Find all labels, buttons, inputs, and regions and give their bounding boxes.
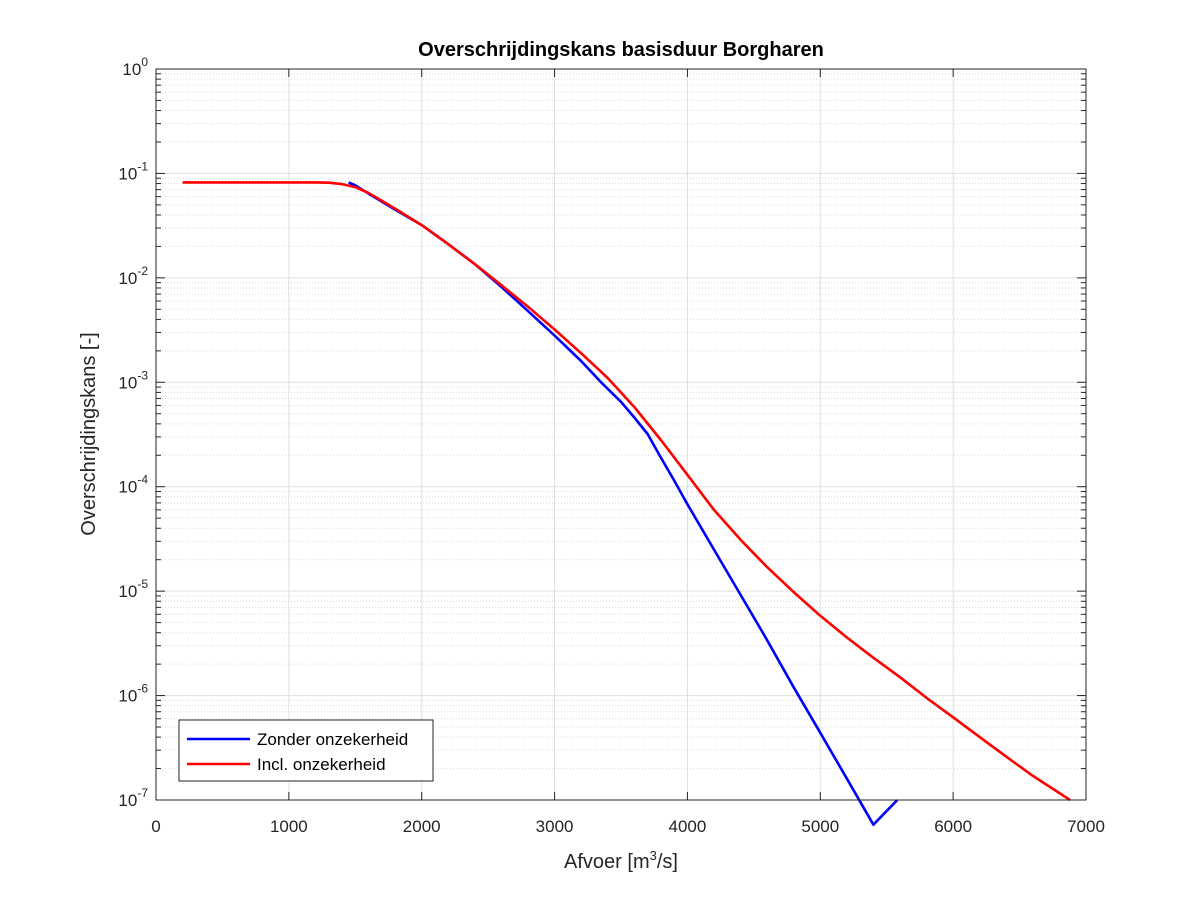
x-tick-labels: 0 1000 2000 3000 4000 5000 6000 7000	[151, 817, 1105, 836]
series-layer	[182, 181, 1071, 827]
y-tick-label-base: 10	[118, 373, 137, 392]
chart-title: Overschrijdingskans basisduur Borgharen	[418, 39, 824, 61]
legend: Zonder onzekerheid Incl. onzekerheid	[178, 719, 434, 782]
y-tick-label-base: 10	[118, 582, 137, 601]
x-tick-label: 4000	[669, 817, 707, 836]
y-tick-label-exp: -7	[137, 786, 148, 800]
y-axis-label: Overschrijdingskans [-]	[78, 332, 100, 535]
y-tick-label: 10-6	[118, 682, 148, 706]
x-tick-label: 5000	[801, 817, 839, 836]
y-tick-label: 10-5	[118, 577, 148, 601]
y-tick-label: 10-3	[118, 368, 148, 392]
x-tick-label: 2000	[403, 817, 441, 836]
plot-area	[156, 69, 1086, 800]
legend-box	[178, 719, 434, 782]
x-axis-label-sup: 3	[650, 848, 657, 863]
y-tick-label-exp: -5	[137, 577, 148, 591]
y-tick-label-exp: -2	[137, 264, 148, 278]
y-tick-label-base: 10	[122, 60, 141, 79]
x-axis-label-prefix: Afvoer [m	[564, 851, 650, 873]
y-tick-label-exp: -4	[137, 473, 148, 487]
series-line-incl	[182, 181, 1071, 802]
x-axis-label: Afvoer [m3/s]	[564, 848, 678, 873]
y-tick-label: 100	[122, 55, 148, 79]
y-tick-label-base: 10	[118, 791, 137, 810]
plot-box	[155, 68, 1087, 801]
y-tick-label: 10-1	[118, 159, 148, 183]
y-tick-label-base: 10	[118, 164, 137, 183]
x-tick-label: 0	[151, 817, 160, 836]
y-tick-label: 10-7	[118, 786, 148, 810]
y-tick-label-exp: -6	[137, 682, 148, 696]
y-tick-label-exp: 0	[141, 55, 148, 69]
legend-label-incl: Incl. onzekerheid	[257, 755, 386, 774]
y-tick-label: 10-4	[118, 473, 148, 497]
y-tick-label-base: 10	[118, 687, 137, 706]
y-tick-label: 10-2	[118, 264, 148, 288]
x-axis-label-suffix: /s]	[657, 851, 678, 873]
tick-marks	[155, 68, 1087, 801]
x-tick-label: 1000	[270, 817, 308, 836]
x-tick-label: 6000	[934, 817, 972, 836]
y-tick-label-exp: -1	[137, 159, 148, 173]
y-tick-label-base: 10	[118, 478, 137, 497]
x-tick-label: 7000	[1067, 817, 1105, 836]
y-tick-label-exp: -3	[137, 368, 148, 382]
legend-label-zonder: Zonder onzekerheid	[257, 730, 408, 749]
y-tick-label-base: 10	[118, 269, 137, 288]
x-tick-label: 3000	[536, 817, 574, 836]
